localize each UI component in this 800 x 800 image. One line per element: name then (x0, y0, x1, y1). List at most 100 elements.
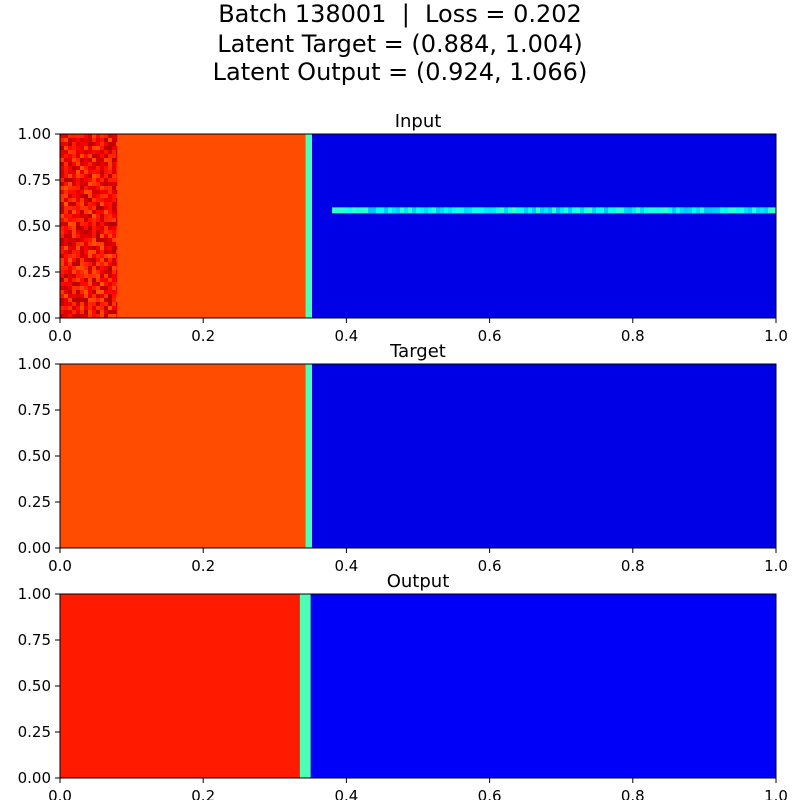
heatmap-cell (68, 258, 73, 263)
heatmap-cell (84, 166, 89, 171)
heatmap-cell (60, 314, 65, 318)
heatmap-streak-cell (468, 207, 473, 214)
heatmap-cell (100, 198, 105, 203)
x-tick-label: 0.8 (621, 327, 645, 345)
heatmap-cell (96, 242, 101, 247)
heatmap-streak-cell (772, 207, 776, 214)
heatmap-cell (108, 142, 113, 147)
heatmap-cell (104, 290, 109, 295)
x-tick-label: 0.6 (478, 327, 502, 345)
heatmap-cell (84, 314, 89, 318)
heatmap-cell (88, 214, 93, 219)
heatmap-cell (72, 298, 77, 303)
heatmap-cell (84, 290, 89, 295)
heatmap-cell (76, 206, 81, 211)
heatmap-cell (84, 306, 89, 311)
heatmap-cell (92, 258, 97, 263)
heatmap-cell (96, 162, 101, 167)
heatmap-cell (68, 302, 73, 307)
heatmap-cell (84, 182, 89, 187)
heatmap-cell (64, 314, 69, 318)
heatmap-cell (72, 146, 77, 151)
heatmap-cell (108, 222, 113, 227)
heatmap-cell (60, 294, 65, 299)
heatmap-cell (112, 190, 117, 195)
heatmap-cell (64, 290, 69, 295)
heatmap-cell (64, 210, 69, 215)
heatmap-cell (112, 270, 117, 275)
y-tick-label: 0.00 (18, 539, 51, 557)
heatmap-cell (104, 194, 109, 199)
heatmap-streak-cell (624, 207, 629, 214)
heatmap-cell (108, 210, 113, 215)
heatmap-cell (96, 274, 101, 279)
heatmap-cell (84, 238, 89, 243)
heatmap-cell (104, 238, 109, 243)
heatmap-cell (92, 218, 97, 223)
heatmap-cell (108, 286, 113, 291)
heatmap-cell (96, 298, 101, 303)
heatmap-cell (60, 310, 65, 315)
heatmap-streak-cell (768, 207, 773, 214)
heatmap-cell (100, 298, 105, 303)
heatmap-cell (96, 258, 101, 263)
heatmap-streak-cell (652, 207, 657, 214)
heatmap-cell (60, 246, 65, 251)
heatmap-cell (72, 158, 77, 163)
heatmap-cell (76, 210, 81, 215)
heatmap-cell (96, 230, 101, 235)
heatmap-streak-cell (460, 207, 465, 214)
heatmap-cell (80, 230, 85, 235)
heatmap-cell (64, 274, 69, 279)
heatmap-streak-cell (672, 207, 677, 214)
heatmap-cell (96, 234, 101, 239)
heatmap-cell (72, 182, 77, 187)
heatmap-cell (80, 306, 85, 311)
heatmap-cell (92, 190, 97, 195)
heatmap-cell (60, 206, 65, 211)
heatmap-cell (68, 210, 73, 215)
x-tick-label: 0.4 (334, 327, 358, 345)
heatmap-streak-cell (508, 207, 513, 214)
heatmap-cell (112, 254, 117, 259)
heatmap-cell (72, 286, 77, 291)
heatmap-cell (112, 274, 117, 279)
heatmap-cell (100, 194, 105, 199)
heatmap-cell (72, 154, 77, 159)
heatmap-cell (112, 310, 117, 315)
heatmap-cell (88, 242, 93, 247)
heatmap-cell (68, 142, 73, 147)
heatmap-streak-cell (512, 207, 517, 214)
heatmap-cell (60, 238, 65, 243)
heatmap-cell (88, 250, 93, 255)
heatmap-cell (72, 222, 77, 227)
heatmap-cell (60, 254, 65, 259)
heatmap-streak-cell (380, 207, 385, 214)
heatmap-cell (100, 210, 105, 215)
heatmap-cell (64, 282, 69, 287)
heatmap-cell (88, 274, 93, 279)
heatmap-region-3 (312, 134, 776, 318)
heatmap-cell (84, 242, 89, 247)
heatmap-cell (64, 198, 69, 203)
heatmap-cell (84, 218, 89, 223)
heatmap-streak-cell (452, 207, 457, 214)
y-tick-label: 0.00 (18, 309, 51, 327)
heatmap-streak-cell (412, 207, 417, 214)
heatmap-cell (96, 262, 101, 267)
heatmap-cell (108, 182, 113, 187)
heatmap-cell (112, 258, 117, 263)
heatmap-streak-cell (636, 207, 641, 214)
heatmap-cell (96, 246, 101, 251)
heatmap-cell (84, 250, 89, 255)
heatmap-cell (108, 190, 113, 195)
heatmap-cell (84, 310, 89, 315)
heatmap-cell (80, 154, 85, 159)
heatmap-cell (72, 262, 77, 267)
heatmap-cell (76, 218, 81, 223)
heatmap-cell (60, 302, 65, 307)
heatmap-cell (100, 202, 105, 207)
heatmap-cell (100, 178, 105, 183)
y-tick-label: 0.00 (18, 769, 51, 787)
heatmap-cell (104, 154, 109, 159)
